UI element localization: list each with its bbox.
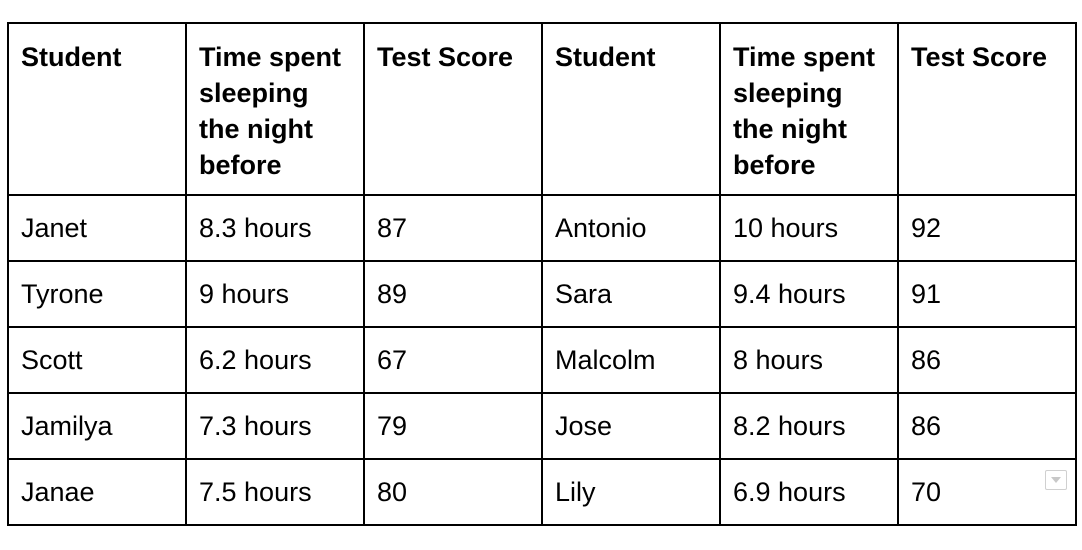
table-cell: 91 <box>897 260 1077 328</box>
table-cell: Lily <box>541 458 721 526</box>
table-cell: 8 hours <box>719 326 899 394</box>
table-cell: 89 <box>363 260 543 328</box>
table-cell: Malcolm <box>541 326 721 394</box>
table-cell: Scott <box>7 326 187 394</box>
table-cell: 87 <box>363 194 543 262</box>
table-cell: 92 <box>897 194 1077 262</box>
table-cell: Tyrone <box>7 260 187 328</box>
column-header: Test Score <box>363 22 543 196</box>
table-cell: Sara <box>541 260 721 328</box>
table-cell: Jamilya <box>7 392 187 460</box>
column-header: Test Score <box>897 22 1077 196</box>
column-header: Student <box>7 22 187 196</box>
table-row: Jamilya 7.3 hours 79 Jose 8.2 hours 86 <box>7 392 1077 460</box>
table-cell: Jose <box>541 392 721 460</box>
table-row: Janae 7.5 hours 80 Lily 6.9 hours 70 <box>7 458 1077 526</box>
table-cell: 8.2 hours <box>719 392 899 460</box>
table-cell: Janet <box>7 194 187 262</box>
table-row: Janet 8.3 hours 87 Antonio 10 hours 92 <box>7 194 1077 262</box>
table-row: Scott 6.2 hours 67 Malcolm 8 hours 86 <box>7 326 1077 394</box>
table-row: Tyrone 9 hours 89 Sara 9.4 hours 91 <box>7 260 1077 328</box>
table-cell: 70 <box>897 458 1077 526</box>
table-cell: 80 <box>363 458 543 526</box>
table-cell: 9.4 hours <box>719 260 899 328</box>
table-cell: 10 hours <box>719 194 899 262</box>
table-cell: 67 <box>363 326 543 394</box>
table-cell: Antonio <box>541 194 721 262</box>
column-header: Student <box>541 22 721 196</box>
table-cell: 7.5 hours <box>185 458 365 526</box>
table-cell: 86 <box>897 392 1077 460</box>
data-table-container: Student Time spent sleeping the night be… <box>7 22 1077 527</box>
sleep-score-table: Student Time spent sleeping the night be… <box>7 22 1077 526</box>
table-cell: 86 <box>897 326 1077 394</box>
dropdown-arrow-icon[interactable] <box>1045 470 1067 490</box>
table-cell: 8.3 hours <box>185 194 365 262</box>
table-header-row: Student Time spent sleeping the night be… <box>7 22 1077 196</box>
table-cell: 6.2 hours <box>185 326 365 394</box>
table-cell: Janae <box>7 458 187 526</box>
table-cell: 79 <box>363 392 543 460</box>
column-header: Time spent sleeping the night before <box>185 22 365 196</box>
table-cell: 6.9 hours <box>719 458 899 526</box>
table-cell: 7.3 hours <box>185 392 365 460</box>
table-cell: 9 hours <box>185 260 365 328</box>
column-header: Time spent sleeping the night before <box>719 22 899 196</box>
